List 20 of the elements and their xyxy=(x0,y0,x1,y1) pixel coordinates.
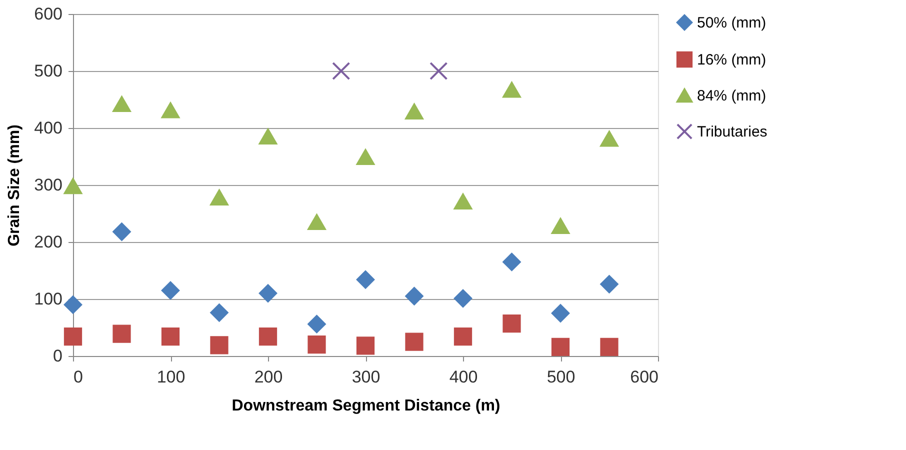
x-tick-label: 200 xyxy=(254,368,283,386)
y-tick-label: 100 xyxy=(34,290,62,308)
x-tick-label: 500 xyxy=(546,368,576,386)
legend-label: 50% (mm) xyxy=(697,14,766,32)
x-tick-label: 0 xyxy=(74,368,83,386)
x-axis-title: Downstream Segment Distance (m) xyxy=(232,398,500,414)
x-tick-label: 600 xyxy=(630,368,658,386)
y-tick-label: 300 xyxy=(34,176,62,194)
x-tick-label: 400 xyxy=(449,368,478,386)
legend-label: 84% (mm) xyxy=(697,88,766,104)
x-tick-label: 100 xyxy=(156,368,186,386)
y-tick-label: 500 xyxy=(34,62,62,80)
legend-label: Tributaries xyxy=(697,124,768,140)
y-tick-label: 400 xyxy=(34,118,62,138)
y-tick-label: 200 xyxy=(34,232,62,252)
y-tick-label: 0 xyxy=(53,346,62,366)
x-tick-label: 300 xyxy=(352,368,380,386)
legend-label: 16% (mm) xyxy=(697,52,766,68)
y-axis-title: Grain Size (mm) xyxy=(6,124,24,246)
y-tick-label: 600 xyxy=(34,4,62,24)
